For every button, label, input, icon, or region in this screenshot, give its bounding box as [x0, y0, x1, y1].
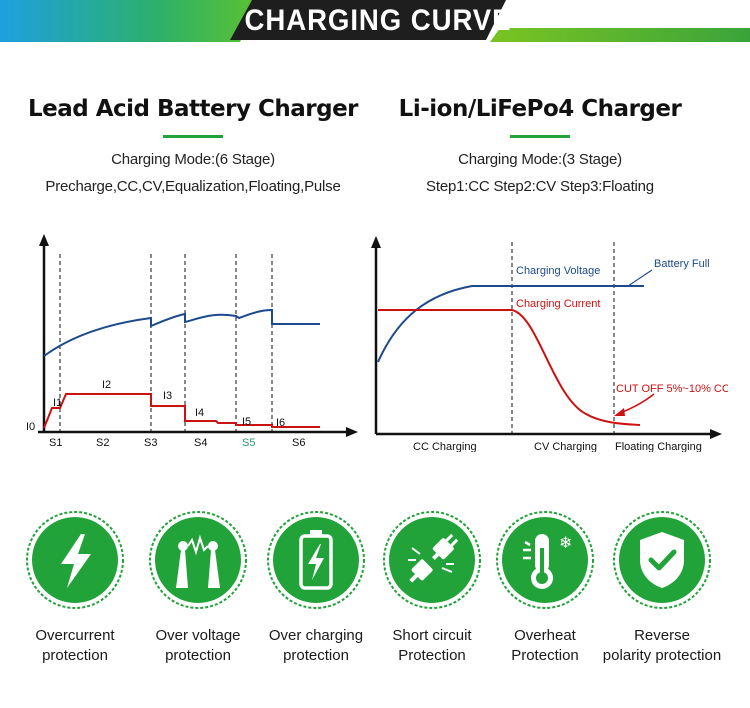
feature-reverse-polarity: Reverse polarity protection	[598, 510, 726, 666]
cutoff-arrow-head	[614, 408, 625, 416]
y-axis-arrow	[39, 234, 49, 246]
lithium-mode: Charging Mode:(3 Stage)	[458, 151, 622, 168]
thermometer-icon: ❄	[495, 510, 595, 610]
x-label-floating: Floating Charging	[615, 441, 702, 452]
voltage-curve	[377, 285, 644, 363]
feature-overcurrent: Overcurrent protection	[11, 510, 139, 666]
current-curve	[378, 309, 641, 426]
plug-icon	[382, 510, 482, 610]
x-label-s2: S2	[96, 437, 109, 449]
current-label-i4: I4	[195, 407, 204, 419]
svg-text:❄: ❄	[559, 533, 572, 552]
feature-label: Reverse polarity protection	[602, 627, 722, 664]
lithium-chart: Charging Voltage Charging Current Batter…	[368, 232, 730, 453]
lead-acid-mode: Charging Mode:(6 Stage)	[111, 151, 275, 168]
full-pointer	[627, 269, 653, 287]
lightning-icon	[25, 510, 125, 610]
x-label-cc: CC Charging	[413, 441, 477, 452]
voltage-label: Charging Voltage	[516, 265, 600, 277]
x-axis-arrow	[346, 427, 358, 437]
x-label-s6: S6	[292, 437, 305, 449]
feature-label: Over voltage protection	[155, 627, 241, 664]
feature-label: Over charging protection	[268, 627, 364, 664]
lithium-accent-bar	[510, 135, 570, 138]
feature-label: Short circuit Protection	[392, 627, 472, 664]
cutoff-arrow	[619, 393, 655, 414]
current-label-i5: I5	[242, 416, 251, 428]
battery-charging-icon	[266, 510, 366, 610]
banner-background	[0, 0, 750, 42]
current-label-i6: I6	[276, 417, 285, 429]
feature-over-voltage: Over voltage protection	[134, 510, 262, 666]
lead-acid-title: Lead Acid Battery Charger	[27, 96, 359, 122]
full-label: Battery Full	[654, 258, 710, 270]
protection-features: Overcurrent protection Over voltage protec…	[0, 510, 750, 680]
feature-short-circuit: Short circuit Protection	[368, 510, 496, 666]
current-label-i1: I1	[53, 397, 62, 409]
lead-acid-chart-svg: I0 I1 I2 I3 I4 I5 I6 S1 S2 S3 S4 S5 S6	[26, 234, 358, 449]
current-curve	[43, 393, 320, 429]
lithium-title: Li-ion/LiFePo4 Charger	[398, 96, 682, 122]
header-banner: CHARGING CURVE	[0, 0, 750, 44]
x-label-s1: S1	[49, 437, 62, 449]
y-axis-arrow	[371, 236, 381, 248]
x-label-s5: S5	[242, 437, 255, 449]
page-title: CHARGING CURVE	[244, 4, 512, 37]
lithium-stages: Step1:CC Step2:CV Step3:Floating	[426, 178, 654, 195]
lead-acid-accent-bar	[163, 135, 223, 138]
current-label-i0: I0	[26, 421, 35, 433]
feature-over-charging: Over charging protection	[252, 510, 380, 666]
current-label-i3: I3	[163, 390, 172, 402]
x-axis-arrow	[710, 429, 722, 439]
cutoff-label: CUT OFF 5%~10% CC	[616, 383, 728, 395]
lead-acid-section: Lead Acid Battery Charger Charging Mode:…	[13, 92, 373, 196]
voltage-tower-icon	[148, 510, 248, 610]
lithium-section: Li-ion/LiFePo4 Charger Charging Mode:(3 …	[360, 92, 720, 196]
lead-acid-stages: Precharge,CC,CV,Equalization,Floating,Pu…	[45, 178, 341, 195]
current-label: Charging Current	[516, 298, 600, 310]
feature-label: Overheat Protection	[511, 627, 579, 664]
feature-overheat: ❄ Overheat Protection	[481, 510, 609, 666]
lithium-chart-svg: Charging Voltage Charging Current Batter…	[371, 236, 730, 453]
feature-label: Overcurrent protection	[35, 627, 115, 664]
x-label-cv: CV Charging	[534, 441, 597, 452]
x-label-s4: S4	[194, 437, 207, 449]
current-label-i2: I2	[102, 379, 111, 391]
x-label-s3: S3	[144, 437, 157, 449]
voltage-curve	[43, 308, 320, 357]
shield-check-icon	[612, 510, 712, 610]
lead-acid-chart: I0 I1 I2 I3 I4 I5 I6 S1 S2 S3 S4 S5 S6	[20, 232, 360, 452]
